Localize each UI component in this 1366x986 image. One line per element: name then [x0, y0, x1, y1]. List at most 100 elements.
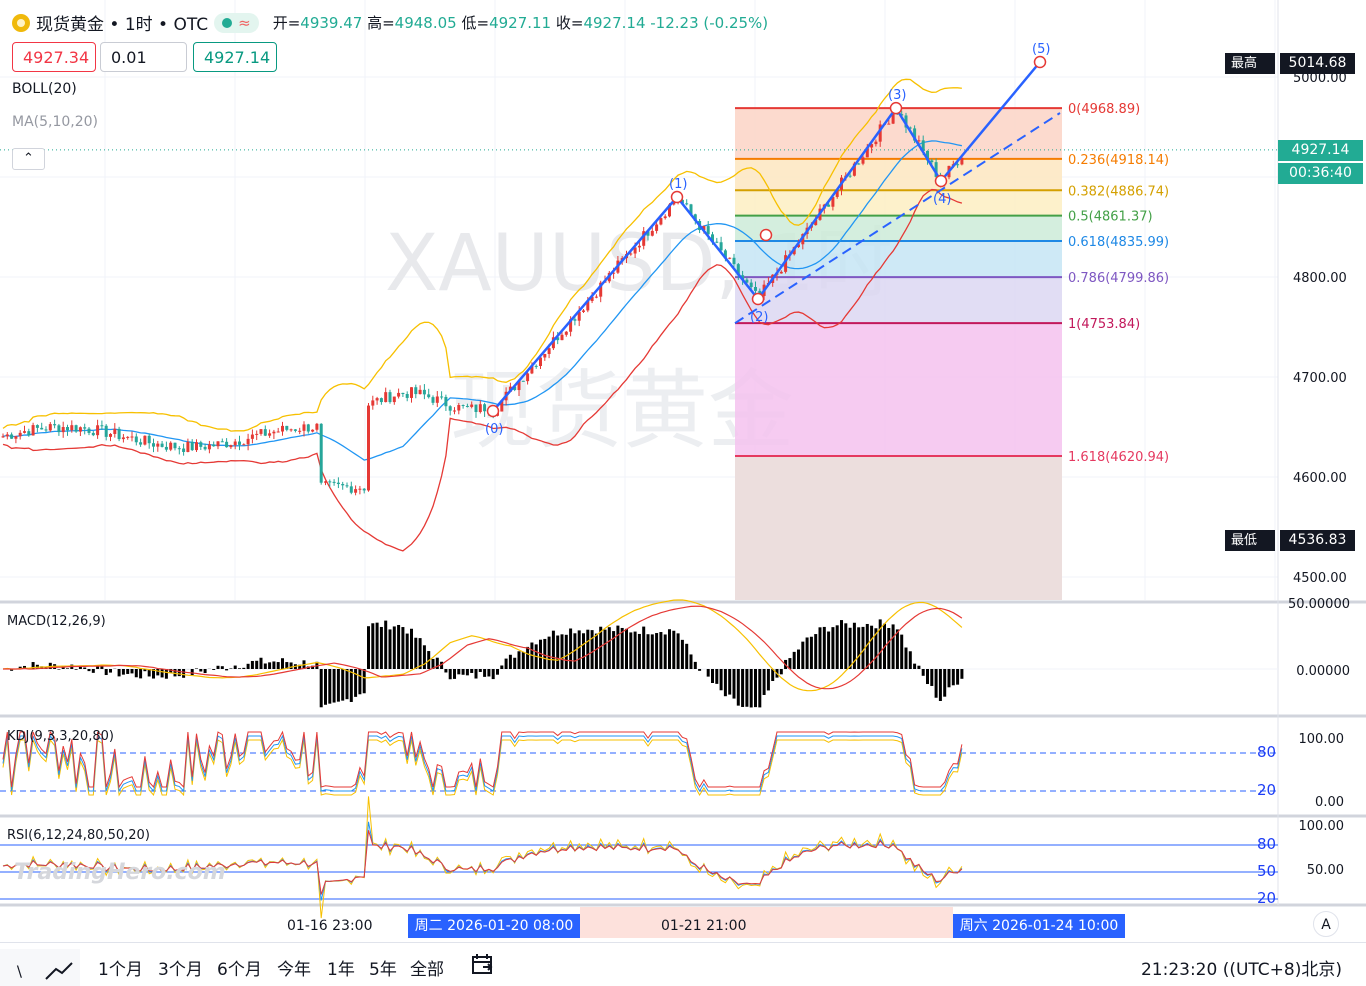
price-tick: 4800.00	[1293, 271, 1347, 286]
clock-timezone[interactable]: 21:23:20 ((UTC+8)北京)	[1141, 955, 1342, 980]
macd-histogram-bar	[939, 669, 942, 701]
macd-histogram-bar	[337, 669, 340, 702]
macd-histogram-bar	[105, 669, 108, 675]
range-3m[interactable]: 3个月	[158, 955, 203, 980]
macd-histogram-bar	[831, 627, 834, 669]
macd-histogram-bar	[204, 669, 207, 673]
range-all[interactable]: 全部	[410, 955, 444, 980]
candle-body	[406, 394, 409, 398]
range-5y[interactable]: 5年	[369, 955, 397, 980]
candle-body	[122, 437, 125, 439]
candle-body	[350, 486, 353, 492]
rsi-label[interactable]: RSI(6,12,24,80,50,20)	[7, 828, 150, 843]
current-price-tag: 4927.14	[1278, 140, 1363, 161]
candle-body	[143, 436, 146, 445]
candle-body	[376, 398, 379, 400]
macd-histogram-bar	[118, 669, 121, 676]
candle-body	[212, 444, 215, 446]
range-6m[interactable]: 6个月	[217, 955, 262, 980]
drawing-toolbox[interactable]: ∖	[0, 949, 80, 986]
candle-body	[36, 425, 39, 428]
chevron-up-icon: ⌃	[23, 151, 34, 166]
macd-histogram-bar	[88, 669, 91, 671]
macd-histogram-bar	[745, 669, 748, 707]
macd-histogram-bar	[720, 669, 723, 690]
candle-body	[139, 442, 142, 444]
rsi-tick-100: 100.00	[1299, 819, 1345, 834]
macd-histogram-bar	[487, 669, 490, 676]
macd-histogram-bar	[604, 630, 607, 669]
candle-body	[174, 443, 177, 448]
macd-histogram-bar	[664, 634, 667, 669]
macd-histogram-bar	[677, 633, 680, 669]
macd-histogram-bar	[629, 632, 632, 669]
candle-body	[66, 427, 69, 430]
candle-body	[561, 335, 564, 340]
macd-histogram-bar	[324, 669, 327, 705]
macd-histogram-bar	[724, 669, 727, 696]
range-1m[interactable]: 1个月	[98, 955, 143, 980]
fib-level-label: 0.618(4835.99)	[1068, 235, 1169, 250]
price-tick: 4500.00	[1293, 571, 1347, 586]
boll-indicator-label[interactable]: BOLL(20)	[12, 81, 77, 97]
macd-histogram-bar	[393, 626, 396, 669]
collapse-indicators-button[interactable]: ⌃	[12, 148, 45, 170]
macd-histogram-bar	[281, 658, 284, 669]
candle-body	[393, 397, 396, 402]
kdj-label[interactable]: KDJ(9,3,3,20,80)	[7, 729, 114, 744]
candle-body	[436, 396, 439, 402]
symbol-header[interactable]: 现货黄金 • 1时 • OTC ≈ 开=4939.47 高=4948.05 低=…	[12, 10, 768, 35]
candle-body	[135, 437, 138, 443]
candle-body	[88, 429, 91, 433]
macd-histogram-bar	[905, 648, 908, 669]
macd-histogram-bar	[346, 669, 349, 699]
range-ytd[interactable]: 今年	[277, 955, 311, 980]
macd-histogram-bar	[638, 634, 641, 669]
macd-histogram-bar	[780, 669, 783, 674]
candle-body	[449, 406, 452, 410]
candle-body	[113, 429, 116, 434]
sell-price-button[interactable]: 4927.34	[12, 42, 96, 72]
macd-label[interactable]: MACD(12,26,9)	[7, 614, 106, 629]
quantity-input[interactable]: 0.01	[100, 42, 187, 72]
macd-histogram-bar	[711, 669, 714, 683]
kdj-level-80: 80	[1257, 743, 1276, 761]
candle-body	[466, 406, 469, 407]
candle-body	[165, 447, 168, 450]
date-range-icon[interactable]	[471, 953, 495, 975]
approx-icon: ≈	[238, 14, 251, 32]
macd-histogram-bar	[126, 669, 129, 674]
candle-body	[260, 429, 263, 434]
range-1y[interactable]: 1年	[327, 955, 355, 980]
macd-histogram-bar	[595, 634, 598, 669]
bottom-toolbar: ∖ 1个月 3个月 6个月 今年 1年 5年 全部 21:23:20 ((UTC…	[0, 942, 1366, 986]
brand-watermark: TradingHero.com	[14, 860, 226, 885]
macd-histogram-bar	[930, 669, 933, 686]
candle-body	[320, 424, 323, 483]
macd-histogram-bar	[131, 669, 134, 673]
wave-label: (5)	[1032, 42, 1050, 57]
candle-body	[75, 425, 78, 431]
macd-histogram-bar	[758, 669, 761, 707]
price-tick: 4600.00	[1293, 471, 1347, 486]
market-status-pill[interactable]: ≈	[214, 13, 259, 33]
buy-price-button[interactable]: 4927.14	[193, 42, 277, 72]
candle-body	[522, 381, 525, 382]
candle-body	[186, 442, 189, 452]
candle-body	[96, 425, 99, 435]
macd-histogram-bar	[406, 634, 409, 669]
candle-body	[191, 442, 194, 450]
macd-histogram-bar	[909, 651, 912, 669]
kdj-tick-100: 100.00	[1299, 732, 1345, 747]
macd-histogram-bar	[548, 637, 551, 669]
auto-scale-button[interactable]: A	[1313, 911, 1339, 937]
macd-histogram-bar	[754, 669, 757, 707]
macd-histogram-bar	[647, 634, 650, 669]
macd-histogram-bar	[217, 666, 220, 669]
ma-indicator-label[interactable]: MA(5,10,20)	[12, 114, 98, 130]
candle-body	[427, 394, 430, 397]
macd-tick-zero: 0.00000	[1296, 664, 1350, 679]
candle-body	[53, 424, 56, 425]
macd-histogram-bar	[586, 630, 589, 669]
